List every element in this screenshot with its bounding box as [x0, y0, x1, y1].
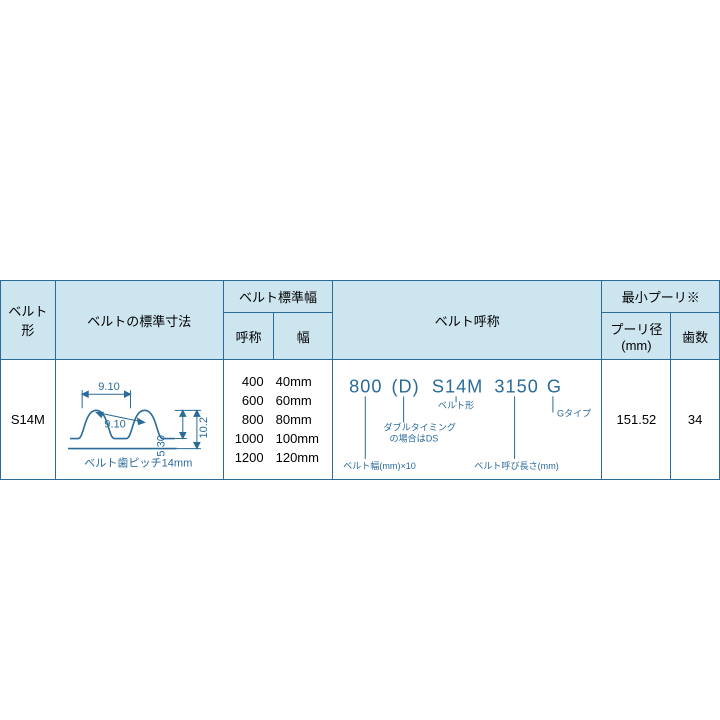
- width-row: 80080mm: [224, 410, 332, 429]
- hdr-designation: ベルト呼称: [333, 281, 602, 360]
- width-row: 40040mm: [224, 372, 332, 391]
- hdr-belt-type: ベルト形: [1, 281, 56, 360]
- lbl-length: ベルト呼び長さ(mm): [474, 461, 559, 471]
- hdr-teeth: 歯数: [671, 313, 720, 360]
- hdr-std-dim: ベルトの標準寸法: [55, 281, 223, 360]
- code-3150: 3150: [495, 376, 539, 396]
- dim-top: 9.10: [98, 381, 120, 393]
- code-S14M: S14M: [432, 376, 483, 396]
- cell-width-list: 40040mm60060mm80080mm1000100mm1200120mm: [223, 360, 332, 480]
- lbl-double: ダブルタイミングの場合はDS: [384, 422, 457, 444]
- width-row: 1200120mm: [224, 448, 332, 467]
- code-D: (D): [392, 376, 420, 396]
- dim-h-outer: 10.2: [198, 417, 210, 439]
- hdr-width: 幅: [274, 313, 333, 360]
- cell-belt-type: S14M: [1, 360, 56, 480]
- cell-pulley-dia: 151.52: [602, 360, 671, 480]
- dim-mid: 9.10: [104, 418, 126, 430]
- cell-profile-diagram: 9.10 9.10 5.30 10.2: [55, 360, 223, 480]
- dim-h-inner: 5.30: [155, 435, 167, 457]
- cell-teeth: 34: [671, 360, 720, 480]
- lbl-belt-type: ベルト形: [438, 399, 474, 410]
- cell-designation-diagram: 800 (D) S14M 3150 G ベルト形 Gタイプ ダブルタイミングの場…: [333, 360, 602, 480]
- pitch-note: ベルト歯ピッチ14mm: [84, 457, 192, 470]
- hdr-pulley-dia: プーリ径 (mm): [602, 313, 671, 360]
- hdr-std-width: ベルト標準幅: [223, 281, 332, 313]
- lbl-width: ベルト幅(mm)×10: [343, 460, 416, 471]
- lbl-gtype: Gタイプ: [557, 408, 591, 418]
- hdr-nominal: 呼称: [223, 313, 274, 360]
- spec-table-region: ベルト形 ベルトの標準寸法 ベルト標準幅 ベルト呼称 最小プーリ※ 呼称 幅 プ…: [0, 280, 720, 480]
- spec-table: ベルト形 ベルトの標準寸法 ベルト標準幅 ベルト呼称 最小プーリ※ 呼称 幅 プ…: [0, 280, 720, 480]
- code-800: 800: [349, 376, 382, 396]
- width-row: 60060mm: [224, 391, 332, 410]
- code-G: G: [547, 376, 562, 396]
- width-row: 1000100mm: [224, 429, 332, 448]
- hdr-min-pulley: 最小プーリ※: [602, 281, 720, 313]
